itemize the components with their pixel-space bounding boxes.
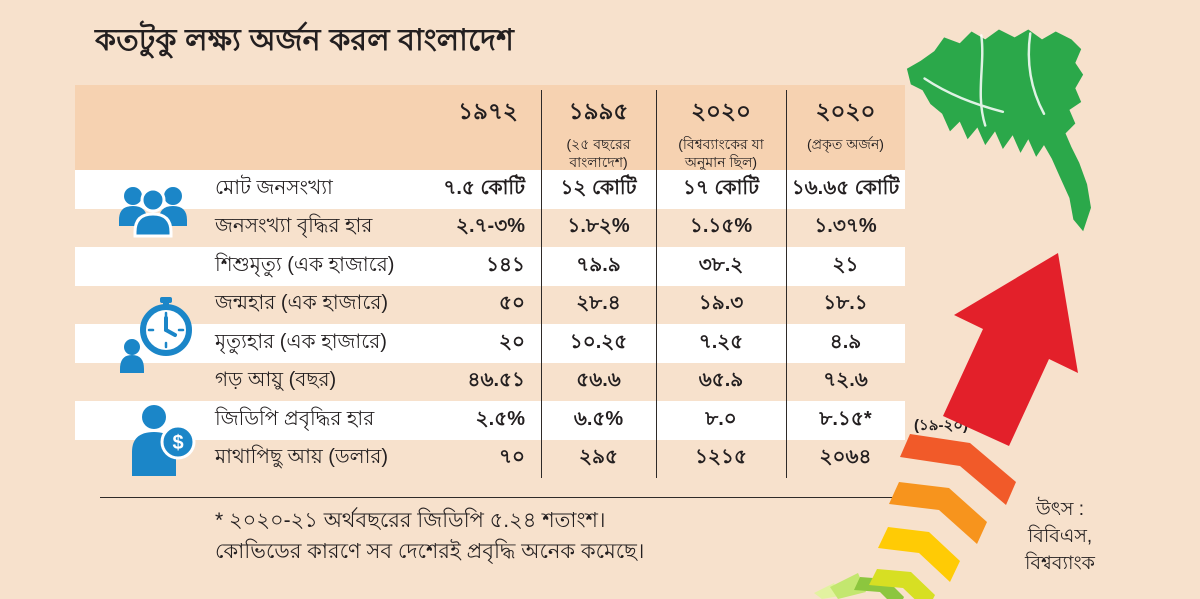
column-header-2020-actual: ২০২০ (প্রকৃত অর্জন) bbox=[786, 93, 905, 153]
gdp-actual-value: ৮.১৫* bbox=[819, 407, 872, 430]
dollar-glyph: $ bbox=[172, 432, 183, 454]
source-note: উৎস : বিবিএস, বিশ্বব্যাংক bbox=[988, 496, 1132, 577]
table-row-per-capita-income: মাথাপিছু আয় (ডলার) ৭০ ২৯৫ ১২১৫ ২০৬৪ bbox=[75, 440, 905, 479]
source-label: উৎস : bbox=[1035, 499, 1085, 520]
cell-2020-projection: ১৯.৩ bbox=[698, 292, 744, 315]
row-label: জন্মহার (এক হাজারে) bbox=[215, 292, 389, 315]
row-label: মৃত্যুহার (এক হাজারে) bbox=[215, 330, 387, 353]
cell-1995: ১০.২৫ bbox=[569, 330, 628, 353]
table-row-death-rate: মৃত্যুহার (এক হাজারে) ২০ ১০.২৫ ৭.২৫ ৪.৯ bbox=[75, 324, 905, 363]
person-dollar-icon: $ bbox=[132, 405, 196, 476]
table-row-life-expectancy: গড় আয়ু (বছর) ৪৬.৫১ ৫৬.৬ ৬৫.৯ ৭২.৬ bbox=[75, 363, 905, 402]
row-label: জনসংখ্যা বৃদ্ধির হার bbox=[215, 215, 373, 238]
cell-1995: ২৯৫ bbox=[579, 446, 618, 469]
column-divider bbox=[541, 90, 542, 478]
row-label: গড় আয়ু (বছর) bbox=[215, 369, 337, 392]
row-label: মোট জনসংখ্যা bbox=[215, 176, 333, 199]
column-subtitle: (২৫ বছরের বাংলাদেশ) bbox=[566, 136, 631, 170]
table-row-population: মোট জনসংখ্যা ৭.৫ কোটি ১২ কোটি ১৭ কোটি ১৬… bbox=[75, 170, 905, 209]
cell-2020-actual: ১.৩৭% bbox=[814, 215, 877, 238]
cell-2020-projection: ১৭ কোটি bbox=[682, 176, 760, 199]
cell-1995: ১২ কোটি bbox=[560, 176, 637, 199]
cell-2020-actual: ২১ bbox=[832, 253, 859, 276]
cell-1972: ২.৭-৩% bbox=[455, 215, 525, 238]
footnote-divider bbox=[100, 497, 905, 498]
column-subtitle: (বিশ্বব্যাংকের যা অনুমান ছিল) bbox=[678, 136, 764, 170]
cell-2020-actual: ২০৬৪ bbox=[819, 446, 872, 469]
cell-1995: ৬.৫% bbox=[573, 407, 624, 430]
cell-2020-projection: ৮.০ bbox=[705, 407, 737, 430]
cell-1972: ২০ bbox=[498, 330, 525, 353]
cell-2020-actual: ১৮.১ bbox=[823, 292, 868, 315]
table-row-birth-rate: জন্মহার (এক হাজারে) ৫০ ২৮.৪ ১৯.৩ ১৮.১ bbox=[75, 286, 905, 325]
cell-2020-actual: ৪.৯ bbox=[829, 330, 862, 353]
source-org-worldbank: বিশ্বব্যাংক bbox=[1025, 553, 1095, 574]
column-year: ১৯৯৫ bbox=[568, 98, 629, 124]
cell-1995: ৫৬.৬ bbox=[576, 369, 621, 392]
table-header-band bbox=[75, 85, 905, 170]
cell-1972: ৫০ bbox=[499, 292, 525, 315]
cell-1972: ১৪১ bbox=[486, 253, 525, 276]
column-year: ২০২০ bbox=[691, 98, 751, 124]
source-org-bbs: বিবিএস, bbox=[1027, 526, 1093, 547]
cell-1995: ১.৮২% bbox=[567, 215, 630, 238]
column-year: ১৯৭২ bbox=[458, 98, 518, 124]
cell-1972: ৭.৫ কোটি bbox=[443, 176, 525, 199]
cell-1995: ৭৯.৯ bbox=[576, 253, 621, 276]
cell-2020-projection: ৬৫.৯ bbox=[698, 369, 744, 392]
people-group-icon bbox=[119, 187, 187, 238]
column-year: ২০২০ bbox=[815, 98, 876, 124]
column-divider bbox=[656, 90, 657, 478]
column-header-2020-projection: ২০২০ (বিশ্বব্যাংকের যা অনুমান ছিল) bbox=[656, 93, 786, 171]
column-subtitle: (প্রকৃত অর্জন) bbox=[807, 136, 884, 152]
table-rows: মোট জনসংখ্যা ৭.৫ কোটি ১২ কোটি ১৭ কোটি ১৬… bbox=[75, 170, 968, 479]
column-divider bbox=[786, 90, 787, 478]
cell-2020-projection: ৩৮.২ bbox=[698, 253, 744, 276]
cell-1995: ২৮.৪ bbox=[576, 292, 621, 315]
stopwatch-person-icon bbox=[120, 297, 192, 373]
row-label: মাথাপিছু আয় (ডলার) bbox=[215, 446, 389, 469]
footnote: * ২০২০-২১ অর্থবছরের জিডিপি ৫.২৪ শতাংশ। ক… bbox=[215, 509, 645, 563]
upward-growth-arrow bbox=[814, 253, 1078, 599]
cell-2020-projection: ১.১৫% bbox=[689, 215, 753, 238]
table-row-child-mortality: শিশুমৃত্যু (এক হাজারে) ১৪১ ৭৯.৯ ৩৮.২ ২১ bbox=[75, 247, 905, 286]
column-header-1995: ১৯৯৫ (২৫ বছরের বাংলাদেশ) bbox=[541, 93, 656, 171]
cell-2020-actual: ১৬.৬৫ কোটি bbox=[791, 176, 900, 199]
row-label: জিডিপি প্রবৃদ্ধির হার bbox=[215, 407, 375, 430]
row-label: শিশুমৃত্যু (এক হাজারে) bbox=[215, 253, 395, 276]
bangladesh-map bbox=[906, 29, 1091, 232]
cell-1972: ৭০ bbox=[498, 446, 525, 469]
cell-2020-actual: ৭২.৬ bbox=[823, 369, 868, 392]
cell-1972: ২.৫% bbox=[475, 407, 525, 430]
cell-1972: ৪৬.৫১ bbox=[467, 369, 526, 392]
page-title: কতটুকু লক্ষ্য অর্জন করল বাংলাদেশ bbox=[95, 24, 515, 57]
table-row-gdp-growth: জিডিপি প্রবৃদ্ধির হার ২.৫% ৬.৫% ৮.০ ৮.১৫… bbox=[75, 401, 968, 440]
data-table: ১৯৭২ ১৯৯৫ (২৫ বছরের বাংলাদেশ) ২০২০ (বিশ্… bbox=[75, 85, 968, 479]
cell-2020-projection: ১২১৫ bbox=[695, 446, 747, 469]
table-row-growth-rate: জনসংখ্যা বৃদ্ধির হার ২.৭-৩% ১.৮২% ১.১৫% … bbox=[75, 209, 905, 248]
column-header-1972: ১৯৭২ bbox=[435, 93, 541, 132]
cell-2020-projection: ৭.২৫ bbox=[698, 330, 744, 353]
